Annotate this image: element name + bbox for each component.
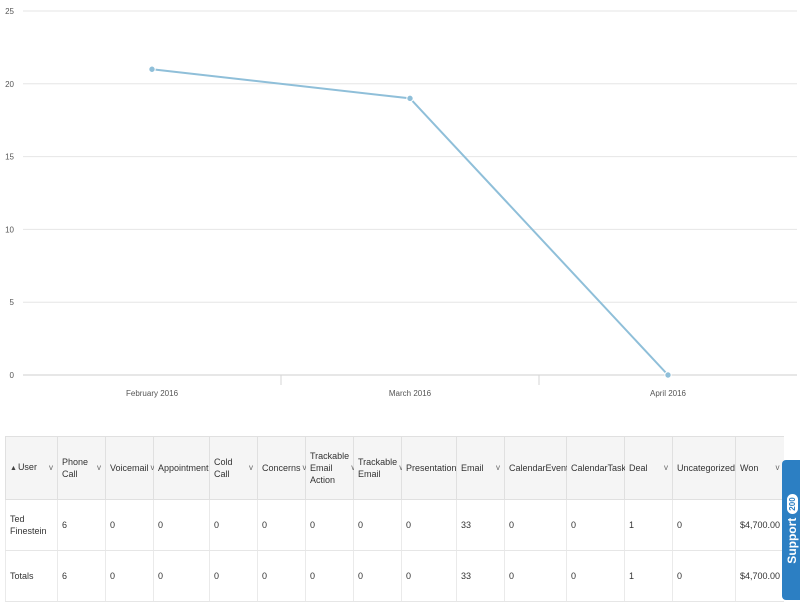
table-cell: 0 [672, 550, 736, 602]
table-cell: 0 [401, 499, 457, 551]
chevron-down-icon[interactable]: v [775, 463, 780, 472]
column-header-label: Won [740, 463, 759, 473]
column-header[interactable]: Deal v [624, 436, 673, 500]
column-header-label: Voicemail [110, 463, 149, 473]
table-cell: 0 [353, 499, 402, 551]
column-header-label: Email [461, 463, 484, 473]
column-header[interactable]: Uncategorizedv [672, 436, 741, 500]
table-cell: $4,700.00 [735, 550, 784, 602]
support-label: Support200 [783, 479, 800, 579]
table-cell: 6 [57, 550, 106, 602]
table-cell: 0 [566, 499, 625, 551]
support-tab[interactable]: Support200 [782, 460, 800, 600]
y-tick-label: 5 [10, 298, 15, 307]
chevron-down-icon[interactable]: v [249, 463, 253, 472]
data-point [406, 94, 414, 103]
table-cell: 6 [57, 499, 106, 551]
chart-svg: 0 5 10 15 20 25 February 2016 March 2016 April 2… [5, 7, 797, 398]
column-header[interactable]: Won v [735, 436, 784, 500]
chevron-down-icon[interactable]: v [496, 463, 500, 472]
table-cell: 0 [257, 550, 306, 602]
series-line [151, 68, 669, 376]
table-cell: 0 [105, 550, 154, 602]
x-tick-label: February 2016 [126, 389, 179, 398]
table-cell: 0 [672, 499, 736, 551]
column-header-label: Phone Call [62, 457, 89, 479]
table-cell: Totals [5, 550, 58, 602]
column-header[interactable]: Concernsv [257, 436, 307, 500]
table-cell: 1 [624, 499, 673, 551]
column-header-label: Trackable Email Action [310, 451, 350, 485]
column-header-label: Presentation [406, 463, 457, 473]
column-header[interactable]: CalendarEventv [504, 436, 575, 500]
table-cell: 0 [209, 499, 258, 551]
support-badge: 200 [787, 494, 799, 514]
column-header[interactable]: Email v [456, 436, 505, 500]
table-cell: 0 [105, 499, 154, 551]
column-header[interactable]: Cold Call v [209, 436, 258, 500]
column-header[interactable]: Trackable Email Actionv [305, 436, 355, 500]
column-header-label: Deal [629, 463, 648, 473]
data-point [664, 371, 672, 379]
column-header-label: CalendarEvent [509, 463, 569, 473]
column-header[interactable]: Voicemailv [105, 436, 155, 500]
y-tick-label: 15 [5, 153, 14, 162]
chevron-down-icon[interactable]: v [664, 463, 668, 472]
y-tick-label: 0 [10, 371, 15, 380]
column-header[interactable]: Appointmentv [153, 436, 215, 500]
column-header-label: CalendarTask [571, 463, 627, 473]
data-point [148, 65, 156, 73]
table-cell: 1 [624, 550, 673, 602]
column-header[interactable]: Phone Call v [57, 436, 106, 500]
table-cell: $4,700.00 [735, 499, 784, 551]
table-cell: 0 [353, 550, 402, 602]
sort-asc-icon: ▲ [10, 465, 17, 472]
chevron-down-icon[interactable]: v [97, 463, 101, 472]
column-header-label: Uncategorized [677, 463, 736, 473]
column-header-label: User [17, 462, 37, 472]
table-cell: 0 [305, 499, 354, 551]
activity-line-chart: 0 5 10 15 20 25 February 2016 March 2016 April 2… [5, 7, 797, 398]
table-cell: 0 [504, 499, 567, 551]
table-cell: 0 [209, 550, 258, 602]
table-row: Ted Finestein 6 0 0 0 0 0 0 0 33 0 0 1 0 $4,700.00 [5, 499, 784, 551]
table-body: Ted Finestein 6 0 0 0 0 0 0 0 33 0 0 1 0 $4,700.00 Tota… [5, 499, 784, 602]
y-tick-label: 10 [5, 225, 14, 234]
table-row: Totals 6 0 0 0 0 0 0 0 33 0 0 1 0 $4,700.00 [5, 550, 784, 602]
chevron-down-icon[interactable]: v [151, 462, 155, 474]
table-cell: 0 [401, 550, 457, 602]
x-tick-label: March 2016 [389, 389, 432, 398]
chevron-down-icon[interactable]: v [303, 462, 307, 474]
column-header-label: Cold Call [214, 457, 233, 479]
table-cell: 0 [566, 550, 625, 602]
y-tick-label: 20 [5, 80, 14, 89]
column-header[interactable]: ▲User v [5, 436, 58, 500]
column-header[interactable]: Presentationv [401, 436, 463, 500]
table-cell: 33 [456, 499, 505, 551]
y-tick-label: 25 [5, 7, 14, 16]
column-header-label: Concerns [262, 463, 301, 473]
table-cell: 0 [153, 499, 210, 551]
column-header-label: Appointment [158, 463, 209, 473]
table-cell: 33 [456, 550, 505, 602]
column-header[interactable]: CalendarTaskv [566, 436, 632, 500]
table-cell: 0 [153, 550, 210, 602]
column-header-label: Trackable Email [358, 457, 398, 479]
chevron-down-icon[interactable]: v [49, 463, 53, 472]
table-cell: 0 [305, 550, 354, 602]
table-cell: 0 [257, 499, 306, 551]
table-cell: Ted Finestein [5, 499, 58, 551]
x-tick-label: April 2016 [650, 389, 687, 398]
table-cell: 0 [504, 550, 567, 602]
